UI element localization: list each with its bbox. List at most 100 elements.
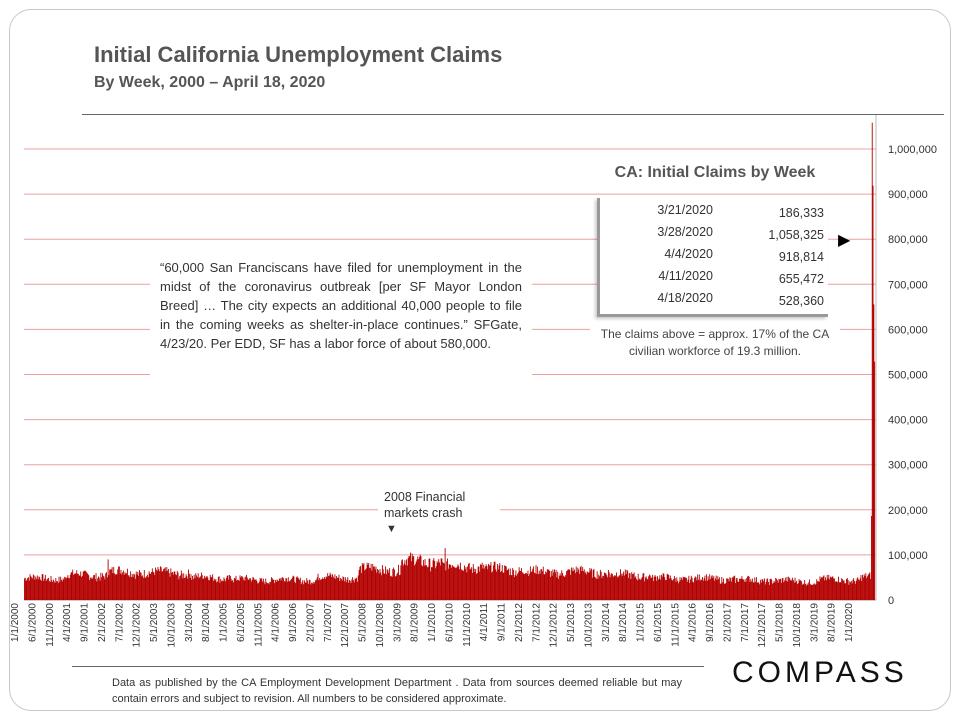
weekly-claims-bar [644, 577, 646, 600]
weekly-claims-bar [385, 574, 387, 600]
weekly-claims-bar [513, 569, 514, 600]
weekly-claims-bar [331, 577, 333, 600]
weekly-claims-bar [299, 579, 300, 600]
weekly-claims-bar [636, 580, 638, 600]
weekly-claims-bar [559, 573, 561, 600]
weekly-claims-bar [320, 579, 322, 600]
weekly-claims-bar [765, 581, 767, 600]
weekly-claims-bar [542, 571, 543, 600]
weekly-claims-bar [85, 571, 87, 600]
weekly-claims-bar [616, 576, 618, 600]
y-tick-label: 100,000 [888, 550, 928, 562]
weekly-claims-bar [168, 572, 170, 600]
weekly-claims-bar [163, 568, 165, 600]
weekly-claims-bar [177, 572, 179, 600]
weekly-claims-bar [161, 571, 163, 600]
weekly-claims-bar [45, 580, 47, 600]
weekly-claims-bar [419, 554, 421, 600]
weekly-claims-bar [630, 579, 632, 600]
weekly-claims-bar [162, 570, 164, 600]
weekly-claims-bar [579, 573, 580, 600]
weekly-claims-bar [789, 580, 791, 600]
weekly-claims-bar [106, 577, 108, 600]
weekly-claims-bar [176, 571, 178, 600]
weekly-claims-bar [155, 567, 157, 600]
weekly-claims-bar [772, 583, 773, 600]
weekly-claims-bar [446, 561, 448, 600]
weekly-claims-bar [558, 578, 559, 600]
weekly-claims-bar [734, 575, 736, 600]
weekly-claims-bar [451, 565, 453, 600]
weekly-claims-bar [542, 566, 544, 600]
weekly-claims-bar [804, 580, 806, 600]
weekly-claims-bar [343, 577, 345, 600]
weekly-claims-bar [620, 569, 621, 600]
weekly-claims-bar [751, 581, 753, 600]
weekly-claims-bar [631, 572, 633, 600]
weekly-claims-bar [273, 579, 275, 600]
weekly-claims-bar [252, 577, 254, 600]
weekly-claims-bar [423, 565, 425, 600]
x-tick-label: 7/1/2002 [114, 603, 125, 642]
x-tick-label: 11/1/2010 [462, 603, 473, 647]
chart-subtitle: By Week, 2000 – April 18, 2020 [94, 74, 326, 91]
weekly-claims-bar [796, 584, 798, 600]
weekly-claims-bar [97, 578, 99, 600]
weekly-claims-bar [603, 575, 605, 600]
weekly-claims-bar [275, 581, 277, 600]
x-tick-label: 7/1/2012 [531, 603, 542, 642]
weekly-claims-bar [854, 581, 855, 600]
weekly-claims-bar [861, 581, 863, 600]
weekly-claims-bar [378, 573, 380, 600]
weekly-claims-bar [105, 573, 107, 600]
weekly-claims-bar [248, 579, 250, 600]
x-tick-label: 4/1/2011 [479, 603, 490, 642]
x-tick-label: 9/1/2016 [705, 603, 716, 642]
weekly-claims-bar [810, 585, 812, 600]
weekly-claims-bar [862, 574, 864, 600]
weekly-claims-bar [49, 582, 51, 600]
x-tick-label: 12/1/2007 [340, 603, 351, 648]
weekly-claims-bar [747, 575, 749, 600]
weekly-claims-bar [287, 581, 288, 600]
weekly-claims-bar [618, 575, 620, 600]
weekly-claims-bar [465, 567, 467, 600]
weekly-claims-bar [36, 575, 38, 600]
weekly-claims-bar [538, 570, 540, 600]
weekly-claims-bar [289, 581, 291, 600]
weekly-claims-bar [832, 576, 834, 600]
weekly-claims-bar [200, 572, 202, 600]
weekly-claims-bar [500, 572, 502, 600]
weekly-claims-bar [683, 577, 685, 600]
weekly-claims-bar [365, 568, 367, 600]
weekly-claims-bar [462, 569, 464, 600]
weekly-claims-bar [336, 577, 338, 600]
weekly-claims-bar [576, 571, 578, 600]
inset-claims-table: 3/21/2020 186,333 3/28/2020 1,058,325 4/… [597, 198, 828, 317]
weekly-claims-bar [672, 580, 674, 600]
weekly-claims-bar [640, 579, 642, 600]
weekly-claims-bar [679, 577, 681, 600]
weekly-claims-bar [255, 579, 257, 600]
weekly-claims-bar [311, 583, 313, 600]
weekly-claims-bar [769, 579, 771, 600]
inset-row-date: 4/4/2020 [664, 247, 713, 261]
weekly-claims-bar [492, 571, 494, 600]
weekly-claims-bar [167, 569, 169, 600]
weekly-claims-bar [840, 581, 842, 600]
weekly-claims-bar [210, 577, 212, 600]
weekly-claims-bar [527, 570, 529, 600]
weekly-claims-bar [797, 583, 799, 600]
weekly-claims-bar [497, 569, 499, 600]
weekly-claims-bar [809, 579, 810, 600]
x-tick-label: 7/1/2017 [740, 603, 751, 642]
weekly-claims-bar [138, 575, 140, 600]
weekly-claims-bar [743, 579, 744, 600]
weekly-claims-bar [56, 581, 58, 600]
weekly-claims-bar [581, 571, 583, 600]
weekly-claims-bar [858, 579, 860, 600]
weekly-claims-bar [91, 578, 93, 600]
weekly-claims-bar [340, 578, 342, 600]
weekly-claims-bar [120, 570, 122, 600]
annotation-down-arrow-icon: ▼ [386, 523, 397, 535]
